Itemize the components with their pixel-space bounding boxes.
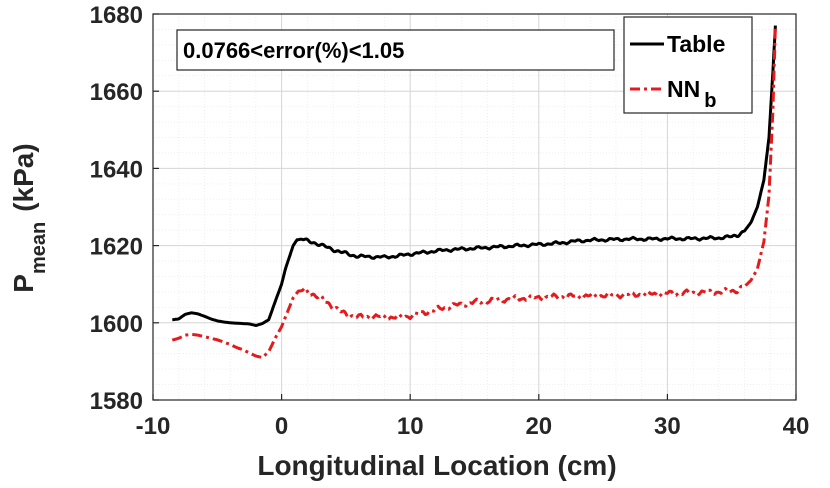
x-tick-label: 20: [525, 413, 552, 440]
y-axis-label: Pmean (kPa): [8, 143, 50, 292]
y-axis-label-main: P: [8, 274, 39, 293]
annotation-frame: [176, 29, 615, 71]
x-axis-label: Longitudinal Location (cm): [257, 450, 616, 481]
x-tick-label: 0: [275, 413, 288, 440]
legend-label-nnb-main: NN: [667, 76, 700, 102]
y-tick-label: 1580: [90, 388, 143, 415]
x-tick-label: 10: [397, 413, 424, 440]
x-tick-label: 40: [783, 413, 810, 440]
error-annotation: 0.0766<error(%)<1.05: [183, 38, 404, 63]
y-tick-label: 1660: [90, 79, 143, 106]
plot-area-frame: [152, 13, 797, 401]
y-axis-label-sub: mean: [28, 222, 50, 274]
legend-label-nnb-sub: b: [704, 90, 716, 112]
legend-label-table: Table: [667, 31, 725, 57]
x-tick-label: 30: [654, 413, 681, 440]
legend-frame: [623, 16, 753, 114]
annotation-box: 0.0766<error(%)<1.05: [176, 29, 615, 71]
legend-label-nnb: NN b: [667, 76, 716, 112]
y-tick-label: 1600: [90, 311, 143, 338]
x-tick-label: -10: [136, 413, 171, 440]
series-layer: [171, 25, 777, 359]
y-tick-label: 1680: [90, 2, 143, 29]
series-line-table: [171, 25, 777, 327]
y-axis-label-unit: (kPa): [8, 143, 39, 211]
y-tick-label: 1620: [90, 234, 143, 261]
y-tick-label: 1640: [90, 156, 143, 183]
axis-ticks: -10 0 10 20 30 40 1580 1600 1620 1640 1660 1680: [90, 2, 810, 440]
legend: Table NN b: [623, 16, 753, 114]
